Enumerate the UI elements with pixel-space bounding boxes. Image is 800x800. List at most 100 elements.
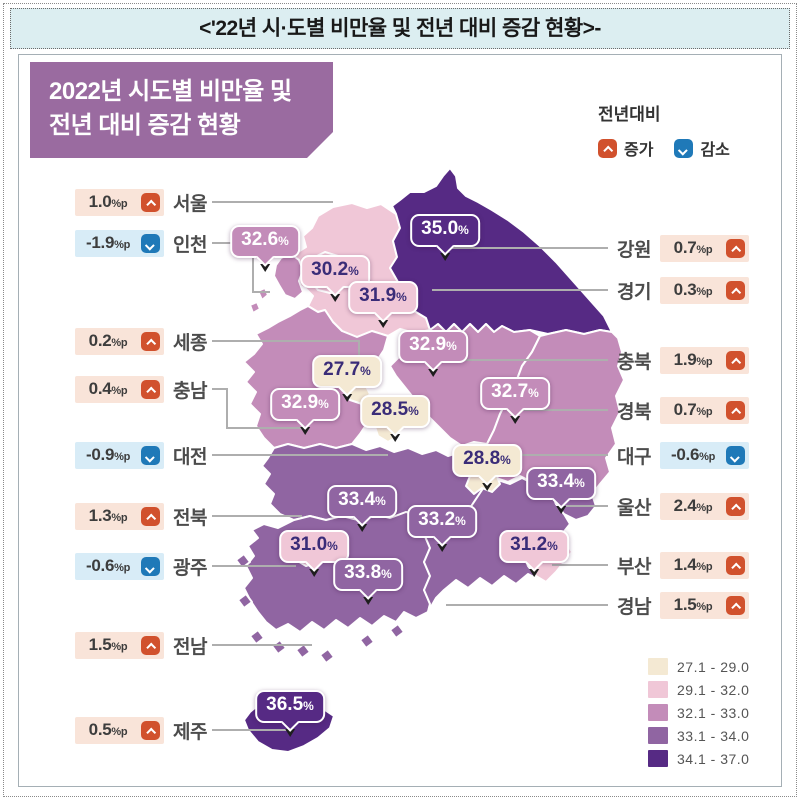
increase-label: 증가: [624, 142, 654, 159]
percent-unit: %: [408, 404, 419, 418]
change-row-gyeongbuk: 경북 0.7%p: [607, 396, 749, 424]
change-value: 1.5%p: [673, 595, 713, 614]
callout-pointer-icon: [330, 294, 340, 302]
increase-arrow-icon: [141, 720, 160, 740]
change-unit: %p: [111, 726, 128, 738]
region-jeonnam-island-2: [271, 639, 287, 655]
rate-value: 35.0: [421, 218, 459, 239]
rate-callout-incheon: 32.6%: [230, 225, 300, 272]
change-unit: %p: [111, 641, 128, 653]
connector-line-busan: [552, 564, 608, 566]
callout-pointer-icon: [428, 369, 438, 377]
change-value: -0.6%p: [86, 556, 130, 575]
percent-unit: %: [278, 234, 289, 248]
connector-line-jeonbuk: [212, 515, 302, 517]
connector-line-ulsan: [566, 505, 608, 507]
connector-line-gyeongbuk: [516, 409, 608, 411]
increase-arrow-icon: [726, 400, 745, 420]
connector-line-sejong: [358, 340, 360, 366]
rate-value: 28.5: [371, 399, 409, 420]
percent-unit: %: [303, 699, 314, 713]
percent-unit: %: [360, 364, 371, 378]
connector-line-jeju: [212, 729, 286, 731]
report-title: 2022년 시도별 비만율 및 전년 대비 증감 현황: [30, 62, 333, 158]
rate-callout-gyeongnam: 33.2%: [407, 505, 477, 552]
change-value-box: 1.4%p: [660, 551, 749, 579]
change-unit: %p: [696, 244, 713, 256]
change-value-box: 2.4%p: [660, 492, 749, 520]
callout-pointer-icon: [357, 524, 367, 532]
change-value-box: 1.0%p: [75, 188, 164, 216]
scale-range-label: 34.1 - 37.0: [677, 750, 750, 767]
change-value-box: -0.6%p: [660, 441, 749, 469]
percent-unit: %: [446, 339, 457, 353]
change-unit: %p: [696, 502, 713, 514]
rate-value: 33.4: [338, 489, 376, 510]
change-unit: %p: [696, 601, 713, 613]
scale-range-label: 27.1 - 29.0: [677, 658, 750, 675]
change-value: 0.4%p: [88, 379, 128, 398]
connector-line-gyeonggi: [432, 289, 608, 291]
change-value: 1.4%p: [673, 555, 713, 574]
region-name-sejong: 세종: [173, 332, 207, 354]
change-value: 1.9%p: [673, 350, 713, 369]
rate-callout-gyeonggi: 31.9%: [348, 281, 418, 328]
rate-callout-jeju: 36.5%: [255, 690, 325, 737]
change-value: 1.3%p: [88, 506, 128, 525]
increase-arrow-icon: [141, 635, 160, 655]
rate-callout-ulsan: 33.4%: [526, 467, 596, 514]
change-value-box: -0.6%p: [75, 552, 164, 580]
change-unit: %p: [111, 512, 128, 524]
change-row-daegu: 대구 -0.6%p: [607, 441, 749, 469]
connector-line-sejong: [212, 340, 358, 342]
rate-callout-chungnam: 32.9%: [270, 388, 340, 435]
rate-value: 32.9: [281, 392, 319, 413]
change-value-box: 0.2%p: [75, 327, 164, 355]
rate-value: 33.4: [537, 471, 575, 492]
increase-arrow-icon: [726, 280, 745, 300]
connector-line-jeonnam: [212, 644, 312, 646]
change-unit: %p: [111, 337, 128, 349]
change-value: -1.9%p: [86, 233, 130, 252]
color-scale-legend: 27.1 - 29.0 29.1 - 32.0 32.1 - 33.0 33.1 - …: [648, 658, 749, 773]
yoy-legend: 전년대비 증가 감소: [598, 100, 730, 160]
percent-unit: %: [318, 397, 329, 411]
region-name-busan: 부산: [617, 556, 651, 578]
increase-arrow-icon: [726, 555, 745, 575]
callout-pointer-icon: [440, 253, 450, 261]
rate-callout-jeonnam: 33.8%: [333, 558, 403, 605]
connector-line-incheon: [252, 242, 254, 292]
region-jeonnam-island-1: [249, 629, 265, 645]
callout-pointer-icon: [390, 434, 400, 442]
change-value: 2.4%p: [673, 496, 713, 515]
rate-callout-busan: 31.2%: [499, 530, 569, 577]
rate-callout-daejeon: 28.5%: [360, 395, 430, 442]
percent-unit: %: [381, 567, 392, 581]
change-unit: %p: [114, 239, 130, 251]
change-unit: %p: [699, 451, 715, 463]
callout-pointer-icon: [300, 427, 310, 435]
percent-unit: %: [500, 453, 511, 467]
percent-unit: %: [348, 264, 359, 278]
change-value: 1.0%p: [88, 192, 128, 211]
region-name-gyeongbuk: 경북: [617, 401, 651, 423]
region-name-ulsan: 울산: [617, 497, 651, 519]
change-value-box: 0.5%p: [75, 716, 164, 744]
change-row-jeonnam: 1.5%p 전남: [75, 631, 207, 659]
increase-arrow-icon: [141, 506, 160, 526]
percent-unit: %: [574, 476, 585, 490]
change-value: 0.2%p: [88, 331, 128, 350]
connector-line-chungnam: [226, 427, 302, 429]
change-unit: %p: [114, 451, 130, 463]
region-name-incheon: 인천: [173, 234, 207, 256]
rate-callout-gangwon: 35.0%: [410, 214, 480, 261]
scale-row-3: 33.1 - 34.0: [648, 727, 749, 744]
change-value-box: 0.3%p: [660, 276, 749, 304]
change-value-box: -0.9%p: [75, 441, 164, 469]
change-value-box: 1.9%p: [660, 346, 749, 374]
change-value: 0.3%p: [673, 280, 713, 299]
change-value: 0.7%p: [673, 238, 713, 257]
change-row-chungbuk: 충북 1.9%p: [607, 346, 749, 374]
callout-pointer-icon: [378, 320, 388, 328]
increase-arrow-icon: [726, 595, 745, 615]
